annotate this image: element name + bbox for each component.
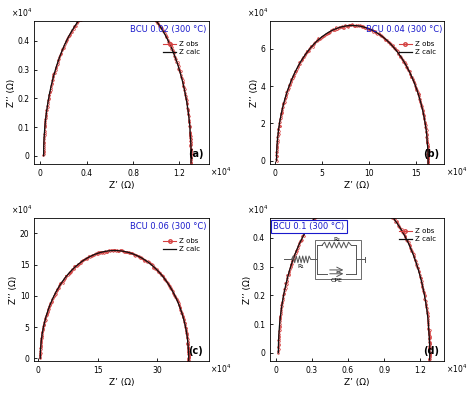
Y-axis label: Z’’ (Ω): Z’’ (Ω) xyxy=(7,78,16,107)
Y-axis label: Z’’ (Ω): Z’’ (Ω) xyxy=(243,275,252,304)
Legend: Z obs, Z calc: Z obs, Z calc xyxy=(161,39,203,58)
Text: $\times10^4$: $\times10^4$ xyxy=(11,7,33,19)
Text: $\times10^4$: $\times10^4$ xyxy=(446,166,467,178)
Text: $\times10^4$: $\times10^4$ xyxy=(210,363,231,375)
Text: $\times10^4$: $\times10^4$ xyxy=(446,363,467,375)
X-axis label: Z’ (Ω): Z’ (Ω) xyxy=(109,378,134,387)
Text: (d): (d) xyxy=(423,346,439,356)
Text: $\times10^4$: $\times10^4$ xyxy=(247,204,268,216)
X-axis label: Z’ (Ω): Z’ (Ω) xyxy=(109,181,134,190)
Text: BCU 0.04 (300 °C): BCU 0.04 (300 °C) xyxy=(366,25,442,34)
Text: BCU 0.1 (300 °C): BCU 0.1 (300 °C) xyxy=(273,222,345,231)
Text: $\times10^4$: $\times10^4$ xyxy=(11,204,33,216)
X-axis label: Z’ (Ω): Z’ (Ω) xyxy=(344,181,370,190)
Text: (c): (c) xyxy=(189,346,203,356)
Text: $\times10^4$: $\times10^4$ xyxy=(247,7,268,19)
Y-axis label: Z’’ (Ω): Z’’ (Ω) xyxy=(250,78,259,107)
Y-axis label: Z’’ (Ω): Z’’ (Ω) xyxy=(9,275,18,304)
Text: BCU 0.02 (300 °C): BCU 0.02 (300 °C) xyxy=(130,25,207,34)
Legend: Z obs, Z calc: Z obs, Z calc xyxy=(396,39,439,58)
Text: (a): (a) xyxy=(188,149,203,159)
Legend: Z obs, Z calc: Z obs, Z calc xyxy=(396,225,439,245)
Legend: Z obs, Z calc: Z obs, Z calc xyxy=(161,236,203,255)
Text: $\times10^4$: $\times10^4$ xyxy=(210,166,231,178)
Text: (b): (b) xyxy=(423,149,439,159)
Text: BCU 0.06 (300 °C): BCU 0.06 (300 °C) xyxy=(130,222,207,231)
X-axis label: Z’ (Ω): Z’ (Ω) xyxy=(344,378,370,387)
